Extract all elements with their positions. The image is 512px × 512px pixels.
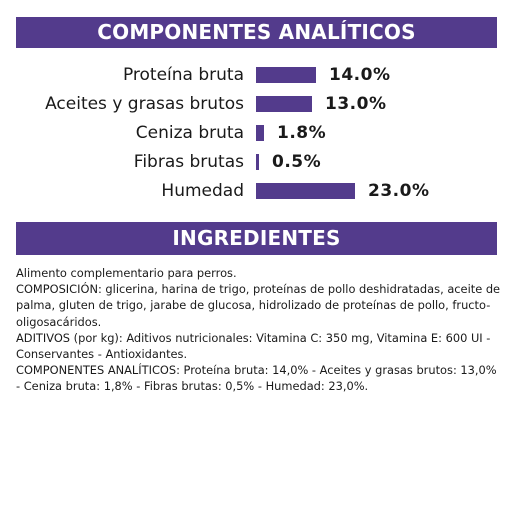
nutrient-row: Proteína bruta 14.0% bbox=[0, 63, 512, 87]
nutrient-row: Ceniza bruta 1.8% bbox=[0, 121, 512, 145]
analytical-components-title: COMPONENTES ANALÍTICOS bbox=[97, 20, 416, 44]
nutrient-bar bbox=[256, 183, 355, 199]
nutrient-bar bbox=[256, 96, 312, 112]
nutrient-label: Aceites y grasas brutos bbox=[45, 94, 244, 114]
nutrient-value-label: 1.8% bbox=[277, 123, 327, 143]
nutrient-row: Humedad 23.0% bbox=[0, 179, 512, 203]
ingredients-intro: Alimento complementario para perros. bbox=[16, 266, 237, 280]
nutrient-value-label: 0.5% bbox=[272, 152, 322, 172]
nutrient-label: Fibras brutas bbox=[133, 152, 244, 172]
nutrient-row: Fibras brutas 0.5% bbox=[0, 150, 512, 174]
nutrient-value-label: 13.0% bbox=[325, 94, 387, 114]
nutrient-label: Proteína bruta bbox=[122, 65, 244, 85]
nutrient-row: Aceites y grasas brutos 13.0% bbox=[0, 92, 512, 116]
ingredients-additives: ADITIVOS (por kg): Aditivos nutricionale… bbox=[16, 330, 491, 362]
ingredients-composition: COMPOSICIÓN: glicerina, harina de trigo,… bbox=[16, 282, 501, 329]
nutrient-label: Ceniza bruta bbox=[135, 123, 244, 143]
nutrient-value-label: 14.0% bbox=[329, 65, 391, 85]
nutrient-value-label: 23.0% bbox=[368, 181, 430, 201]
ingredients-analytical-components: COMPONENTES ANALÍTICOS: Proteína bruta: … bbox=[16, 363, 497, 394]
nutrient-bar bbox=[256, 154, 259, 170]
nutrient-label: Humedad bbox=[161, 181, 244, 201]
ingredients-banner: INGREDIENTES bbox=[16, 222, 497, 255]
ingredients-title: INGREDIENTES bbox=[172, 226, 341, 250]
ingredients-text-block: Alimento complementario para perros. COM… bbox=[16, 265, 501, 395]
nutrient-bar bbox=[256, 125, 264, 141]
analytical-components-banner: COMPONENTES ANALÍTICOS bbox=[16, 17, 497, 48]
nutrient-bar bbox=[256, 67, 316, 83]
